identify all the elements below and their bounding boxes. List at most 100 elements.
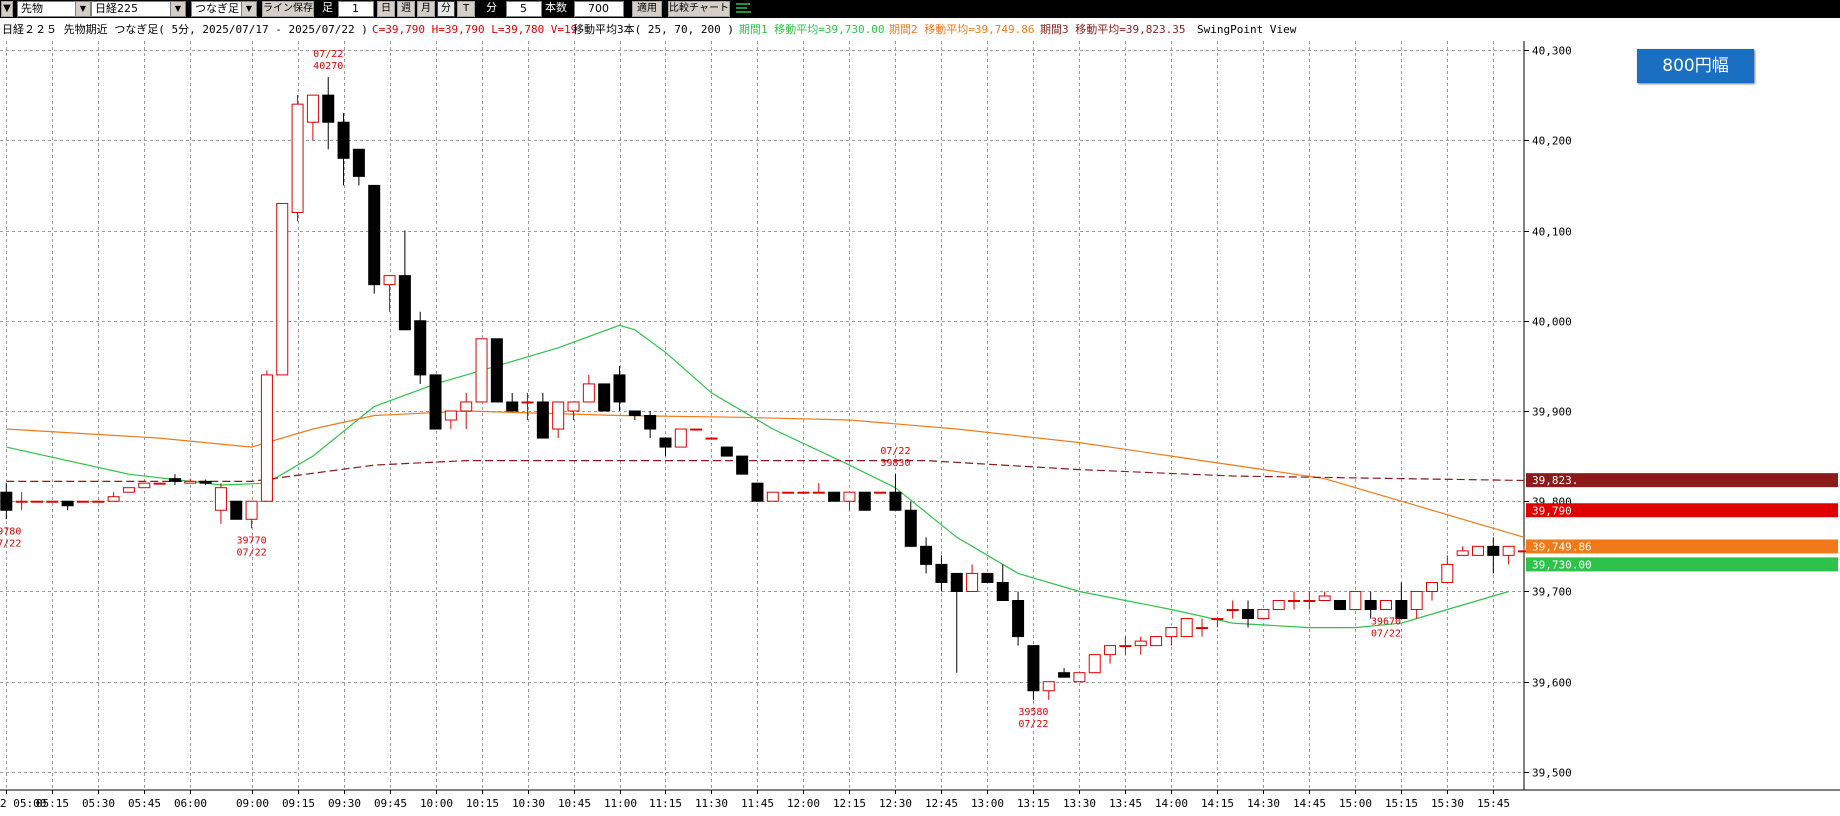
day-button[interactable]: 日 xyxy=(377,1,395,17)
candle-body xyxy=(1242,609,1255,620)
toolbar: ▼ 先物 ▼ 日経225 ▼ つなぎ足 ▼ ライン保存 足 1 日 週 月 分 T 分… xyxy=(0,0,1840,18)
chain-select[interactable]: つなぎ足 ▼ xyxy=(191,1,257,17)
candle-body xyxy=(1441,563,1454,583)
candle-body xyxy=(889,491,902,511)
candle-body xyxy=(475,338,488,403)
moving-average-lines xyxy=(6,324,1525,629)
price-marker-tag xyxy=(1526,539,1838,554)
x-tick-label: 14:45 xyxy=(1293,797,1326,810)
candle-body xyxy=(490,338,503,403)
candle-body xyxy=(15,500,28,503)
apply-button[interactable]: 適用 xyxy=(632,1,662,17)
tick-button[interactable]: T xyxy=(457,1,475,17)
candle-body xyxy=(30,500,43,503)
y-tick-label: 39,900 xyxy=(1532,406,1572,419)
x-tick-label: 14:00 xyxy=(1155,797,1188,810)
candle-body xyxy=(966,572,979,592)
candle-body xyxy=(536,401,549,439)
candle-body xyxy=(1395,599,1408,620)
chevron-down-icon: ▼ xyxy=(75,2,90,16)
candle-body xyxy=(107,496,120,502)
compare-chart-button[interactable]: 比較チャート xyxy=(668,1,730,17)
ma-line xyxy=(6,460,1525,482)
candle-body xyxy=(705,437,718,440)
y-tick-label: 39,700 xyxy=(1532,586,1572,599)
candle-body xyxy=(138,482,151,489)
candle-body xyxy=(751,482,764,502)
candle-body xyxy=(352,148,365,177)
count-input[interactable]: 700 xyxy=(574,1,624,17)
candle-body xyxy=(1119,645,1132,648)
index-select[interactable]: 日経225 ▼ xyxy=(91,1,186,17)
candle-body xyxy=(1134,640,1147,647)
swing-point-labels: 3978007/223977007/2207/224027007/2239830… xyxy=(0,49,1401,730)
price-marker-label: 39,730.00 xyxy=(1532,558,1592,571)
candle-body xyxy=(1502,545,1515,556)
swing-point-value: 07/22 xyxy=(1371,629,1401,640)
candle-body xyxy=(46,500,59,503)
candle-body xyxy=(1487,545,1500,556)
x-tick-label: 12:15 xyxy=(833,797,866,810)
candle-body xyxy=(1042,681,1055,692)
swing-point-value: 07/22 xyxy=(237,547,267,558)
candle-body xyxy=(1364,599,1377,611)
y-tick-label: 39,500 xyxy=(1532,767,1572,780)
x-tick-label: 15:00 xyxy=(1339,797,1372,810)
count-label: 本数 xyxy=(545,1,567,14)
x-tick-label: 15:30 xyxy=(1431,797,1464,810)
swing-point-date: 39770 xyxy=(237,535,267,546)
bun-label: 分 xyxy=(486,1,497,14)
candle-body xyxy=(766,491,779,502)
candle-body xyxy=(582,383,595,403)
ma2-readout: 期間2 移動平均=39,749.86 xyxy=(889,23,1035,36)
range-badge: 800円幅 xyxy=(1637,49,1754,83)
x-tick-label: 13:45 xyxy=(1109,797,1142,810)
ma1-readout: 期間1 移動平均=39,730.00 xyxy=(739,23,885,36)
candle-body xyxy=(414,320,427,376)
swing-point-value: 39830 xyxy=(880,458,910,469)
candle-body xyxy=(184,480,197,484)
candle-body xyxy=(690,428,703,431)
swing-point-value: 07/22 xyxy=(0,538,21,549)
candle-body xyxy=(1165,627,1178,638)
x-tick-label: 15:15 xyxy=(1385,797,1418,810)
candle-body xyxy=(429,374,442,430)
menu-button[interactable]: ▼ xyxy=(1,1,13,17)
line-save-button[interactable]: ライン保存 xyxy=(262,1,314,17)
candle-body xyxy=(736,455,749,475)
candle-body xyxy=(797,491,810,494)
chart-style-icon[interactable] xyxy=(735,1,753,17)
x-tick-label: 06:00 xyxy=(174,797,207,810)
candle-body xyxy=(245,500,258,520)
interval-input[interactable]: 5 xyxy=(506,1,542,17)
candle-body xyxy=(996,581,1009,601)
candle-body xyxy=(383,275,396,286)
candle-body xyxy=(1012,599,1025,638)
chart-grid xyxy=(0,41,1840,791)
candle-body xyxy=(950,572,963,592)
candles xyxy=(0,77,1530,700)
candle-body xyxy=(674,428,687,448)
chevron-down-icon: ▼ xyxy=(170,2,185,16)
x-tick-label: 09:30 xyxy=(328,797,361,810)
candle-body xyxy=(1196,627,1209,630)
ma-line xyxy=(6,410,1525,538)
candle-body xyxy=(199,480,212,484)
candle-body xyxy=(1104,645,1117,656)
period-input[interactable]: 1 xyxy=(338,1,374,17)
swing-point-date: 07/22 xyxy=(313,49,343,60)
month-button[interactable]: 月 xyxy=(417,1,435,17)
x-tick-label: 10:15 xyxy=(466,797,499,810)
swing-point-date: 39670 xyxy=(1371,617,1401,628)
y-axis: 39,50039,60039,70039,80039,90040,00040,1… xyxy=(1524,45,1572,780)
price-marker-label: 39,823. xyxy=(1532,474,1578,487)
candle-body xyxy=(1471,545,1484,556)
candle-body xyxy=(92,500,105,503)
candle-body xyxy=(1027,645,1040,692)
candle-body xyxy=(1456,550,1469,556)
market-select[interactable]: 先物 ▼ xyxy=(17,1,91,17)
week-button[interactable]: 週 xyxy=(397,1,415,17)
minute-button[interactable]: 分 xyxy=(437,1,455,17)
candle-body xyxy=(506,401,519,412)
